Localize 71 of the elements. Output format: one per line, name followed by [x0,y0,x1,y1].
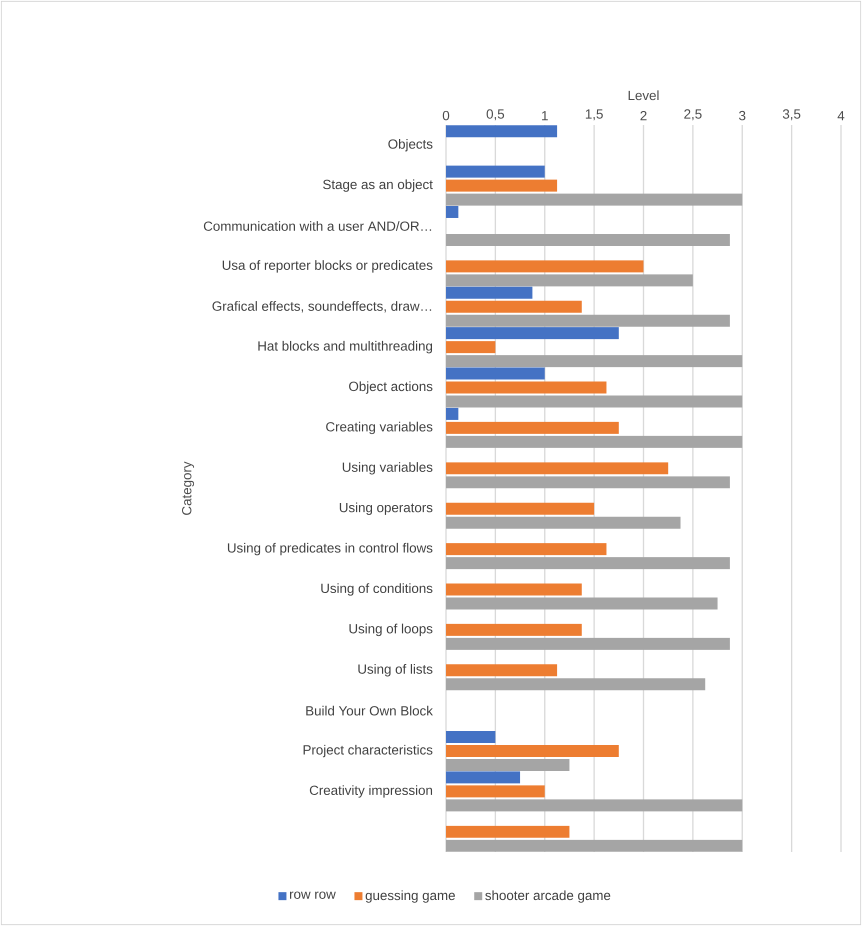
bar [446,476,730,488]
y-axis-title: Category [182,461,194,515]
bar [446,314,730,327]
y-tick-label: Hat blocks and multithreading [258,340,432,354]
bar [446,759,570,772]
bar [446,557,730,570]
y-tick-label: Using of conditions [321,583,432,596]
bar [446,327,619,340]
bar [446,624,582,636]
bar [446,840,742,852]
bar [446,771,520,784]
bar [446,731,496,744]
y-tick-label: Using of predicates in control flows [228,542,432,556]
x-tick-label: 0 [442,110,450,120]
bar [446,422,619,434]
y-tick-label: Grafical effects, soundeffects, draw… [212,301,432,312]
x-tick-label: 3,5 [782,109,800,120]
bar [446,785,545,798]
bar [446,408,458,420]
bar [446,516,681,529]
x-tick-label: 2,5 [684,109,702,120]
x-tick-label: 0,5 [486,109,504,120]
bar [446,274,693,286]
bar [446,382,606,394]
bar [446,745,619,758]
y-tick-label: Using operators [340,502,432,515]
bar [446,206,458,218]
x-tick-label: 4 [838,111,844,120]
bar [446,543,606,556]
bar [446,678,706,690]
bar [446,341,496,354]
bar [446,260,644,272]
bar [446,355,742,368]
bar [446,180,558,192]
x-tick-label: 3 [739,110,746,120]
bar [446,396,742,408]
bar [446,368,545,380]
y-tick-label: Communication with a user AND/OR… [204,221,432,231]
bar [446,300,582,313]
y-tick-label: Using variables [342,462,432,475]
x-tick-label: 2 [640,110,647,120]
bar [446,799,742,812]
x-axis-title: Level [628,90,659,100]
legend-label: shooter arcade game [485,890,610,903]
legend-label: row row [290,892,336,899]
y-tick-label: Build Your Own Block [306,706,433,716]
bar [446,826,570,838]
y-tick-label: Objects [388,138,432,152]
bar [446,125,558,138]
bar [446,194,742,206]
bar [446,166,545,178]
bar [446,638,730,650]
x-tick-label: 1,5 [586,109,603,120]
y-tick-label: Using of lists [358,664,432,676]
bar [446,597,718,610]
bar [446,664,558,676]
y-tick-label: Object actions [349,381,432,394]
y-tick-label: Usa of reporter blocks or predicates [222,260,432,273]
bar [446,234,730,246]
bar [446,583,582,596]
bar [446,502,594,515]
bar [446,462,668,474]
bar [446,436,742,448]
legend-label: guessing game [366,890,455,903]
y-tick-label: Creativity impression [310,785,432,798]
y-tick-label: Project characteristics [304,744,432,758]
bar [446,286,532,299]
y-tick-label: Using of loops [349,624,432,636]
y-tick-label: Stage as an object [323,179,433,192]
x-tick-label: 1 [542,111,548,120]
y-tick-label: Creating variables [326,422,432,434]
